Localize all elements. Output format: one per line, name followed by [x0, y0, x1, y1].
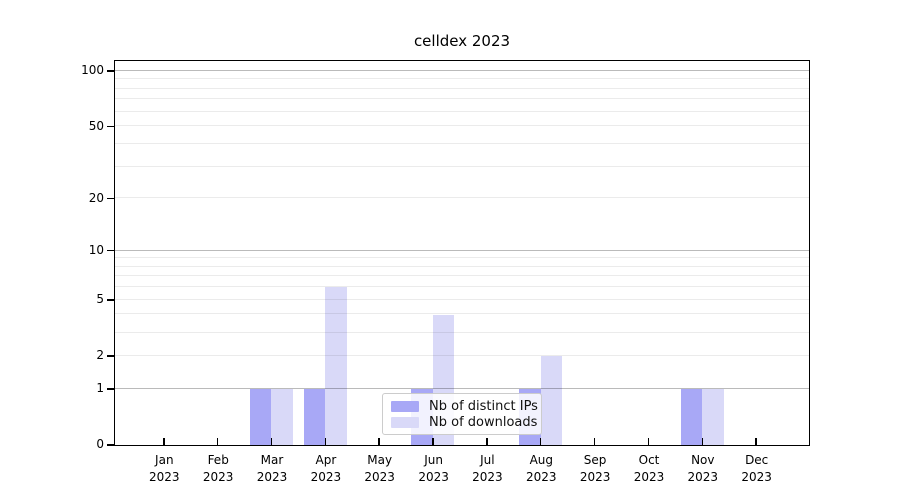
minor-gridline: [115, 313, 809, 315]
x-tick-label: Nov 2023: [687, 453, 719, 484]
y-tick-mark: [107, 197, 114, 199]
y-tick-label: 5: [96, 292, 104, 306]
x-tick-label: Feb 2023: [202, 453, 234, 484]
minor-gridline: [115, 331, 809, 333]
x-tick-mark: [486, 438, 488, 445]
x-tick-mark: [378, 438, 380, 445]
y-tick-label: 1: [96, 381, 104, 395]
legend-label-downloads: Nb of downloads: [429, 414, 538, 430]
y-tick-label: 50: [88, 118, 104, 133]
y-tick-label: 100: [81, 63, 104, 78]
minor-gridline: [115, 78, 809, 80]
legend-item-downloads: Nb of downloads: [391, 414, 537, 430]
x-tick-label: Jun 2023: [418, 453, 449, 484]
minor-gridline: [115, 87, 809, 89]
y-tick-mark: [107, 249, 114, 252]
x-tick-label: Sep 2023: [579, 453, 611, 484]
y-tick-label: 10: [88, 242, 104, 257]
x-tick-label: Aug 2023: [526, 453, 557, 484]
major-gridline: [115, 249, 809, 251]
legend-swatch-downloads: [391, 416, 419, 428]
x-tick-mark: [270, 438, 273, 445]
x-tick-label: May 2023: [364, 453, 395, 484]
y-tick-mark: [107, 70, 114, 72]
legend-item-distinct-ips: Nb of distinct IPs: [391, 398, 538, 414]
y-tick-label: 0: [96, 437, 104, 452]
x-tick-label: Mar 2023: [256, 453, 288, 484]
bar-downloads: [540, 356, 563, 445]
y-tick-label: 2: [96, 348, 104, 363]
minor-gridline: [115, 197, 809, 199]
minor-gridline: [115, 125, 809, 127]
y-tick-mark: [107, 125, 114, 128]
major-gridline: [115, 69, 809, 71]
x-tick-mark: [539, 438, 542, 445]
bar-distinct-ips: [303, 388, 326, 445]
bar-downloads: [702, 388, 724, 445]
minor-gridline: [115, 165, 809, 167]
x-tick-mark: [324, 438, 326, 445]
x-tick-mark: [647, 438, 650, 445]
bar-distinct-ips: [249, 388, 272, 445]
minor-gridline: [115, 265, 809, 267]
y-tick-mark: [107, 444, 114, 446]
y-tick-mark: [107, 355, 114, 357]
y-tick-mark: [107, 388, 114, 390]
x-tick-mark: [432, 438, 434, 445]
minor-gridline: [115, 298, 809, 300]
legend: Nb of distinct IPs Nb of downloads: [382, 393, 542, 435]
x-tick-mark: [593, 438, 596, 445]
legend-swatch-distinct-ips: [391, 400, 419, 412]
y-tick-mark: [107, 299, 114, 301]
minor-gridline: [115, 98, 809, 100]
x-tick-label: Oct 2023: [633, 453, 665, 484]
legend-label-distinct-ips: Nb of distinct IPs: [429, 398, 538, 414]
x-tick-label: Dec 2023: [741, 453, 772, 484]
x-tick-mark: [163, 438, 165, 445]
x-tick-mark: [216, 438, 219, 445]
x-tick-label: Apr 2023: [310, 453, 342, 484]
y-tick-label: 20: [88, 190, 104, 205]
minor-gridline: [115, 354, 809, 356]
minor-gridline: [115, 142, 809, 144]
minor-gridline: [115, 286, 809, 288]
x-tick-label: Jan 2023: [149, 453, 180, 484]
bar-downloads: [271, 388, 293, 445]
bar-downloads: [325, 287, 347, 445]
bar-distinct-ips: [680, 388, 703, 445]
major-gridline: [115, 387, 809, 389]
minor-gridline: [115, 275, 809, 277]
x-tick-mark: [755, 438, 757, 445]
chart-title: celldex 2023: [413, 32, 511, 50]
x-tick-label: Jul 2023: [472, 453, 503, 484]
minor-gridline: [115, 110, 809, 112]
x-tick-mark: [701, 438, 703, 445]
plot-area: Nb of distinct IPs Nb of downloads: [114, 60, 810, 446]
minor-gridline: [115, 257, 809, 259]
